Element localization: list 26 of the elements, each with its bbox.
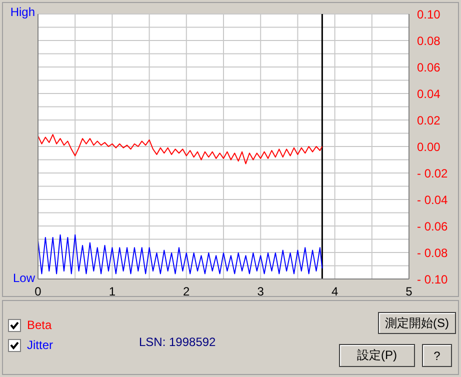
measure-button: 測定開始(S): [378, 312, 456, 334]
x-tick-label: 4: [331, 284, 338, 299]
y2-tick-label: - 0.02: [417, 166, 448, 180]
x-tick-label: 0: [34, 284, 42, 299]
y2-tick-label: 0.10: [417, 7, 441, 22]
help-button: ?: [422, 344, 452, 367]
line-series: [38, 134, 323, 164]
y2-tick-label: 0.08: [417, 34, 441, 48]
text: LSN: 1998592: [139, 335, 216, 349]
y2-tick-label: - 0.10: [417, 272, 448, 286]
text: High: [10, 5, 35, 19]
y2-tick-label: 0.04: [417, 86, 441, 101]
y2-tick-label: 0.02: [417, 113, 441, 128]
text: Jitter: [27, 338, 54, 352]
y2-tick-label: - 0.04: [417, 192, 448, 207]
y2-tick-label: - 0.08: [417, 246, 448, 260]
y2-tick-label: 0.06: [417, 60, 441, 74]
y2-tick-label: 0.00: [417, 140, 441, 154]
text: Beta: [27, 318, 52, 332]
x-tick-label: 2: [183, 284, 190, 299]
x-tick-label: 1: [108, 284, 116, 299]
y2-tick-label: - 0.06: [417, 219, 448, 234]
x-tick-label: 3: [257, 284, 264, 299]
x-tick-label: 5: [406, 284, 413, 299]
settings-button: 設定(P): [339, 344, 415, 367]
text: Low: [12, 271, 35, 285]
